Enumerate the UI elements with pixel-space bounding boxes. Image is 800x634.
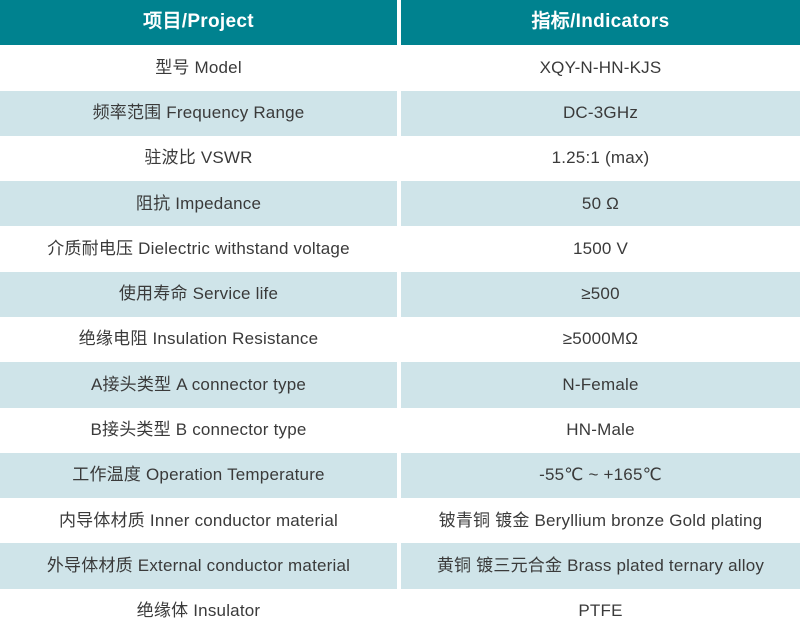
- table-header-row: 项目/Project 指标/Indicators: [0, 0, 800, 46]
- project-cell: 型号 Model: [0, 45, 397, 91]
- column-divider: [397, 452, 401, 499]
- project-cell: 内导体材质 Inner conductor material: [0, 498, 397, 544]
- table-row-b-connector-type: B接头类型 B connector type HN-Male: [0, 407, 800, 453]
- project-cell: 频率范围 Frequency Range: [0, 90, 397, 136]
- table-row-impedance: 阻抗 Impedance 50 Ω: [0, 181, 800, 227]
- project-cell: 介质耐电压 Dielectric withstand voltage: [0, 226, 397, 272]
- column-divider: [397, 45, 401, 91]
- indicator-cell: ≥5000MΩ: [401, 316, 800, 363]
- column-divider: [397, 362, 401, 408]
- table-row-insulator: 绝缘体 Insulator PTFE: [0, 588, 800, 634]
- project-cell: 驻波比 VSWR: [0, 135, 397, 182]
- header-cell-project: 项目/Project: [0, 0, 397, 46]
- indicator-cell: ≥500: [401, 271, 800, 317]
- column-divider: [397, 0, 401, 46]
- project-cell: 工作温度 Operation Temperature: [0, 452, 397, 499]
- indicator-cell: 铍青铜 镀金 Beryllium bronze Gold plating: [401, 498, 800, 544]
- indicator-cell: N-Female: [401, 362, 800, 408]
- project-cell: B接头类型 B connector type: [0, 407, 397, 453]
- column-divider: [397, 271, 401, 317]
- table-row-vswr: 驻波比 VSWR 1.25:1 (max): [0, 135, 800, 182]
- table-row-service-life: 使用寿命 Service life ≥500: [0, 271, 800, 317]
- project-cell: A接头类型 A connector type: [0, 362, 397, 408]
- table-row-frequency-range: 频率范围 Frequency Range DC-3GHz: [0, 90, 800, 136]
- indicator-cell: PTFE: [401, 588, 800, 634]
- table-row-inner-conductor-material: 内导体材质 Inner conductor material 铍青铜 镀金 Be…: [0, 498, 800, 544]
- table-row-dielectric-voltage: 介质耐电压 Dielectric withstand voltage 1500 …: [0, 226, 800, 272]
- table-row-external-conductor-material: 外导体材质 External conductor material 黄铜 镀三元…: [0, 543, 800, 589]
- table-row-a-connector-type: A接头类型 A connector type N-Female: [0, 362, 800, 408]
- column-divider: [397, 588, 401, 634]
- project-cell: 使用寿命 Service life: [0, 271, 397, 317]
- indicator-cell: 1500 V: [401, 226, 800, 272]
- project-cell: 绝缘体 Insulator: [0, 588, 397, 634]
- indicator-cell: DC-3GHz: [401, 90, 800, 136]
- header-cell-indicators: 指标/Indicators: [401, 0, 800, 46]
- table-row-model: 型号 Model XQY-N-HN-KJS: [0, 45, 800, 91]
- column-divider: [397, 181, 401, 227]
- indicator-cell: 50 Ω: [401, 181, 800, 227]
- column-divider: [397, 407, 401, 453]
- table-row-operation-temperature: 工作温度 Operation Temperature -55℃ ~ +165℃: [0, 452, 800, 499]
- indicator-cell: HN-Male: [401, 407, 800, 453]
- indicator-cell: 1.25:1 (max): [401, 135, 800, 182]
- column-divider: [397, 226, 401, 272]
- indicator-cell: 黄铜 镀三元合金 Brass plated ternary alloy: [401, 543, 800, 589]
- column-divider: [397, 90, 401, 136]
- project-cell: 外导体材质 External conductor material: [0, 543, 397, 589]
- column-divider: [397, 135, 401, 182]
- table-row-insulation-resistance: 绝缘电阻 Insulation Resistance ≥5000MΩ: [0, 316, 800, 363]
- indicator-cell: XQY-N-HN-KJS: [401, 45, 800, 91]
- column-divider: [397, 543, 401, 589]
- column-divider: [397, 498, 401, 544]
- column-divider: [397, 316, 401, 363]
- indicator-cell: -55℃ ~ +165℃: [401, 452, 800, 499]
- project-cell: 阻抗 Impedance: [0, 181, 397, 227]
- project-cell: 绝缘电阻 Insulation Resistance: [0, 316, 397, 363]
